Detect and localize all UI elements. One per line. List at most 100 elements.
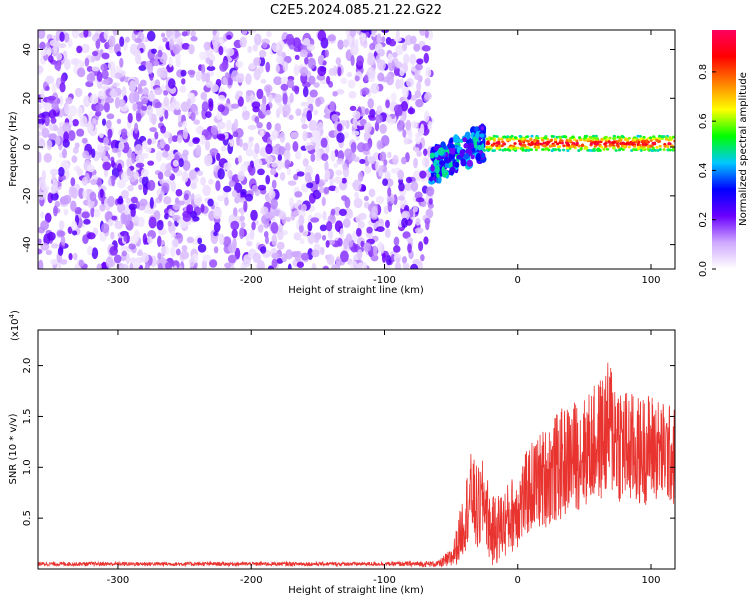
heatmap-cell [105,119,112,129]
heatmap-cell [264,236,270,245]
heatmap-cell [141,105,148,111]
heatmap-cell [60,258,68,265]
heatmap-cell [381,252,387,264]
heatmap-cell [309,136,319,143]
heatmap-cell [572,138,577,141]
colorbar-ticks: 0.0 0.2 0.4 0.6 0.8 [698,64,716,277]
heatmap-cell [301,203,307,212]
heatmap-cell [521,137,525,141]
heatmap-cell [186,236,194,244]
heatmap-cell [38,118,46,124]
heatmap-cell [533,139,537,143]
heatmap-cell [200,91,208,101]
heatmap-cell [266,121,272,131]
heatmap-cell [90,206,95,218]
heatmap-cell [237,155,243,164]
heatmap-cell [304,56,309,65]
heatmap-cell [276,258,284,264]
heatmap-cell [281,253,288,263]
heatmap-cell [216,121,226,130]
heatmap-cell [375,160,380,172]
heatmap-cell [658,144,662,148]
heatmap-cell [361,143,371,152]
heatmap-y-ticks: -40 -20 0 20 40 [22,43,675,253]
heatmap-cell [181,42,191,50]
heatmap-cell [368,156,376,165]
heatmap-cell [414,191,423,200]
heatmap-cell [161,150,169,158]
heatmap-cell [204,154,213,167]
heatmap-cell [330,150,336,162]
heatmap-cell [407,243,412,254]
heatmap-cell [543,136,548,140]
heatmap-cell [331,264,337,269]
heatmap-cell [258,49,267,58]
heatmap-cell [119,36,125,47]
heatmap-cell [137,216,145,228]
heatmap-cell [294,54,300,61]
heatmap-cell [302,130,308,142]
heatmap-cell [142,87,149,96]
heatmap-cell [302,158,309,167]
heatmap-cell [169,210,175,217]
heatmap-cell [73,252,78,261]
heatmap-cell [226,34,232,40]
heatmap-cell [666,148,670,151]
heatmap-cell [381,135,390,147]
heatmap-x-tick-label: -100 [373,275,396,286]
heatmap-cell [385,99,390,109]
heatmap-cell [308,120,318,132]
heatmap-cell [147,236,153,245]
heatmap-cell [383,205,389,215]
heatmap-cell [550,134,554,138]
heatmap-cell [216,111,223,120]
heatmap-cell [96,71,103,83]
heatmap-cell [201,101,209,112]
heatmap-cell [402,231,411,239]
heatmap-cell [172,159,179,167]
heatmap-cell [315,173,320,185]
heatmap-cell [658,137,662,140]
heatmap-cell [405,119,412,131]
heatmap-cell [209,148,219,156]
heatmap-cell [195,71,202,82]
heatmap-cell [129,80,137,93]
heatmap-cell [460,158,467,167]
heatmap-cell [254,116,260,124]
heatmap-cell [475,131,480,139]
heatmap-cell [338,208,347,217]
heatmap-cell [274,93,283,103]
heatmap-cell [326,254,335,266]
heatmap-cell [56,52,63,61]
heatmap-cell [45,249,53,256]
heatmap-cell [136,250,144,257]
heatmap-cell [83,218,91,225]
heatmap-cell [39,41,46,50]
heatmap-cell [360,36,367,43]
heatmap-cell [251,221,256,231]
heatmap-cell [89,191,97,202]
heatmap-cell [332,91,338,97]
heatmap-cell [164,143,170,152]
heatmap-cell [491,143,495,147]
heatmap-cell [366,226,373,234]
heatmap-cell [57,166,65,177]
heatmap-cell [296,199,302,206]
heatmap-cell [219,62,228,72]
heatmap-cell [307,235,315,245]
heatmap-cell [301,123,308,130]
heatmap-cell [387,201,393,213]
heatmap-cell [119,263,129,269]
heatmap-cell [406,77,414,88]
heatmap-cell [526,146,530,149]
heatmap-cell [299,49,308,58]
heatmap-cell [404,87,409,98]
heatmap-cell [68,252,73,261]
heatmap-cell [317,65,327,77]
heatmap-cell [593,145,597,148]
heatmap-cell [313,109,319,116]
heatmap-cell [579,147,583,151]
heatmap-cell [104,211,113,222]
heatmap-cell [279,131,286,143]
heatmap-cell [82,189,88,199]
